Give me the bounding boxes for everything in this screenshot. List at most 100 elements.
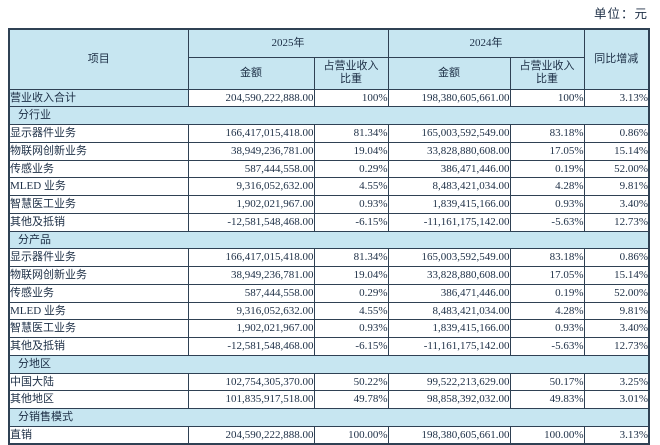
amount-2024: 33,828,880,608.00 [387, 141, 511, 161]
row-label: 物联网创新业务 [8, 266, 189, 285]
pct-2024: 17.05% [509, 141, 585, 161]
pct-header-text: 占营业收入比重 [323, 60, 379, 85]
pct-2025: 0.29% [313, 159, 389, 179]
table-row: 其他地区 101,835,917,518.00 49.78% 98,858,392,0… [8, 390, 650, 409]
amount-2025: 102,754,305,370.00 [187, 372, 315, 392]
col-header-yoy-change: 同比增减 [583, 28, 650, 90]
yoy-value: 0.86% [583, 124, 650, 143]
yoy-value: 3.13% [583, 425, 650, 445]
yoy-value: 3.01% [583, 390, 650, 409]
revenue-table: 项目 2025年 2024年 同比增减 金额 占营业收入比重 金额 占营业收入比… [8, 28, 650, 445]
table-row: 智慧医工业务 1,902,021,967.00 0.93% 1,839,415,166… [8, 195, 650, 214]
row-label: MLED 业务 [8, 301, 189, 321]
pct-2024: 0.93% [509, 195, 585, 214]
pct-header-text: 占营业收入比重 [519, 60, 575, 85]
pct-2025: 81.34% [313, 248, 389, 267]
amount-2024: 8,483,421,034.00 [387, 177, 511, 196]
amount-2024: 1,839,415,166.00 [387, 319, 511, 338]
amount-2024: 99,522,213,629.00 [387, 372, 511, 392]
yoy-value: 15.14% [583, 266, 650, 285]
yoy-value: 9.81% [583, 177, 650, 196]
table-row: MLED 业务 9,316,052,632.00 4.55% 8,483,421,03… [8, 301, 650, 321]
amount-2025: 9,316,052,632.00 [187, 177, 315, 196]
amount-2025: 587,444,558.00 [187, 283, 315, 303]
amount-2024: 1,839,415,166.00 [387, 195, 511, 214]
row-label: 传感业务 [8, 283, 189, 303]
section-title: 分销售模式 [8, 408, 650, 427]
table-row: 其他及抵销 -12,581,548,468.00 -6.15% -11,161,175… [8, 337, 650, 356]
pct-2024: 4.28% [509, 177, 585, 196]
row-label: 其他地区 [8, 390, 189, 409]
table-row: 物联网创新业务 38,949,236,781.00 19.04% 33,828,880… [8, 266, 650, 285]
col-header-amount-2025: 金额 [187, 56, 315, 90]
total-revenue-row: 营业收入合计 204,590,222,888.00 100% 198,380,605,… [8, 88, 650, 108]
pct-2025: 81.34% [313, 124, 389, 143]
row-label: 其他及抵销 [8, 337, 189, 356]
pct-2024: 0.19% [509, 159, 585, 179]
table-header: 项目 2025年 2024年 同比增减 金额 占营业收入比重 金额 占营业收入比… [8, 28, 650, 90]
yoy-value: 12.73% [583, 337, 650, 356]
section-row: 分地区 [8, 354, 650, 374]
section-row: 分行业 [8, 106, 650, 125]
pct-2025: 0.29% [313, 283, 389, 303]
pct-2024: 100.00% [509, 425, 585, 445]
row-label: MLED 业务 [8, 177, 189, 196]
pct-2024: 17.05% [509, 266, 585, 285]
section-title: 分行业 [8, 106, 650, 125]
amount-2025: 1,902,021,967.00 [187, 319, 315, 338]
section-title: 分产品 [8, 230, 650, 250]
pct-2024: 83.18% [509, 124, 585, 143]
amount-2025: 9,316,052,632.00 [187, 301, 315, 321]
table-row: 直销 204,590,222,888.00 100.00% 198,380,605,6… [8, 425, 650, 445]
pct-2024: 0.93% [509, 319, 585, 338]
table-row: 显示器件业务 166,417,015,418.00 81.34% 165,003,59… [8, 124, 650, 143]
col-header-item: 项目 [8, 28, 189, 90]
pct-2024: 0.19% [509, 283, 585, 303]
amount-2025: 204,590,222,888.00 [187, 425, 315, 445]
pct-2024: -5.63% [509, 212, 585, 232]
yoy-value: 3.40% [583, 319, 650, 338]
yoy-value: 52.00% [583, 159, 650, 179]
yoy-value: 3.40% [583, 195, 650, 214]
section-row: 分产品 [8, 230, 650, 250]
amount-2025: 166,417,015,418.00 [187, 248, 315, 267]
unit-label: 单位：元 [593, 7, 648, 21]
amount-2024: 165,003,592,549.00 [387, 124, 511, 143]
amount-2025: 587,444,558.00 [187, 159, 315, 179]
amount-2025: 166,417,015,418.00 [187, 124, 315, 143]
row-label: 智慧医工业务 [8, 195, 189, 214]
yoy-value: 0.86% [583, 248, 650, 267]
pct-2024: 50.17% [509, 372, 585, 392]
row-label: 其他及抵销 [8, 212, 189, 232]
amount-2024: 386,471,446.00 [387, 159, 511, 179]
table-row: 传感业务 587,444,558.00 0.29% 386,471,446.00 0.1… [8, 159, 650, 179]
amount-2025: 204,590,222,888.00 [187, 88, 315, 108]
pct-2025: 19.04% [313, 141, 389, 161]
section-title: 分地区 [8, 354, 650, 374]
amount-2024: -11,161,175,142.00 [387, 212, 511, 232]
yoy-value: 3.25% [583, 372, 650, 392]
amount-2024: 98,858,392,032.00 [387, 390, 511, 409]
amount-2024: 8,483,421,034.00 [387, 301, 511, 321]
row-label: 中国大陆 [8, 372, 189, 392]
table-row: 智慧医工业务 1,902,021,967.00 0.93% 1,839,415,166… [8, 319, 650, 338]
row-label: 智慧医工业务 [8, 319, 189, 338]
yoy-value: 15.14% [583, 141, 650, 161]
yoy-value: 3.13% [583, 88, 650, 108]
col-header-pct-2024: 占营业收入比重 [509, 56, 585, 90]
pct-2025: 0.93% [313, 319, 389, 338]
amount-2024: 198,380,605,661.00 [387, 425, 511, 445]
pct-2025: -6.15% [313, 337, 389, 356]
pct-2025: -6.15% [313, 212, 389, 232]
amount-2024: 386,471,446.00 [387, 283, 511, 303]
table-row: MLED 业务 9,316,052,632.00 4.55% 8,483,421,03… [8, 177, 650, 196]
amount-2025: -12,581,548,468.00 [187, 212, 315, 232]
row-label: 传感业务 [8, 159, 189, 179]
amount-2025: -12,581,548,468.00 [187, 337, 315, 356]
row-label: 显示器件业务 [8, 248, 189, 267]
amount-2025: 1,902,021,967.00 [187, 195, 315, 214]
pct-2024: 100% [509, 88, 585, 108]
amount-2025: 101,835,917,518.00 [187, 390, 315, 409]
yoy-value: 9.81% [583, 301, 650, 321]
amount-2024: 33,828,880,608.00 [387, 266, 511, 285]
